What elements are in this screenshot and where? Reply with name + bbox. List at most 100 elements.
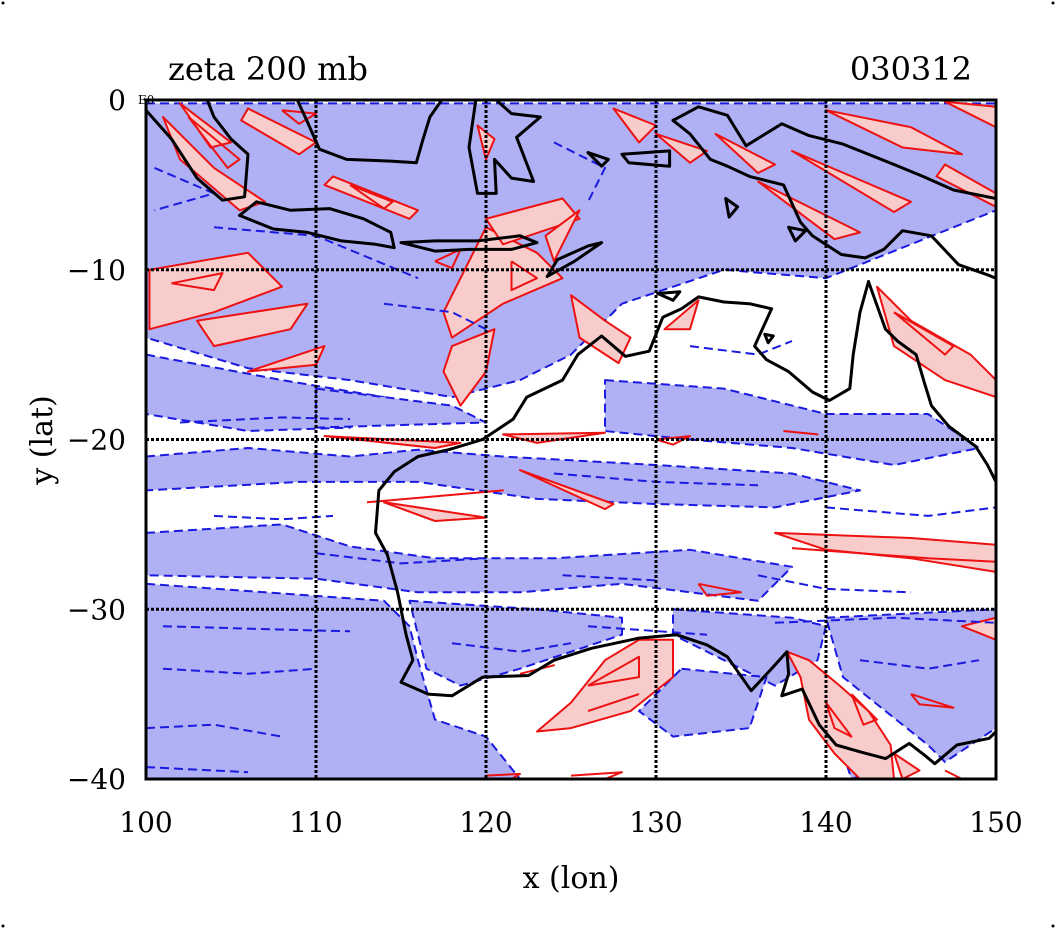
positive-region-15 bbox=[791, 149, 912, 213]
positive-contour-10 bbox=[519, 664, 555, 675]
positive-contour-14 bbox=[485, 772, 521, 779]
positive-contour-6 bbox=[587, 655, 640, 687]
x-tick-label-150: 150 bbox=[969, 806, 1022, 839]
x-tick-label-140: 140 bbox=[799, 806, 852, 839]
corner-mark: E0 bbox=[138, 93, 154, 107]
page-corner-dot-bottom-left bbox=[1, 924, 5, 928]
coastline-borneo bbox=[295, 100, 444, 165]
y-tick-label-0: 0 bbox=[108, 84, 126, 117]
page-corner-dot-top-right bbox=[1051, 1, 1055, 5]
negative-contour-6 bbox=[859, 659, 980, 670]
plot-frame bbox=[144, 98, 998, 781]
positive-region-13 bbox=[714, 132, 776, 174]
negative-region-9 bbox=[638, 667, 768, 738]
negative-vorticity-fill bbox=[146, 102, 996, 779]
negative-contour-14 bbox=[825, 506, 996, 517]
negative-contour-4 bbox=[451, 642, 572, 653]
negative-contour-2 bbox=[162, 625, 351, 633]
coastline-lesser-sundas bbox=[399, 234, 539, 253]
y-tick-label-1: −10 bbox=[67, 254, 126, 287]
positive-region-5 bbox=[442, 226, 564, 339]
positive-region-12 bbox=[655, 132, 708, 164]
positive-region-30 bbox=[893, 752, 921, 779]
coastline-aru bbox=[724, 197, 740, 219]
coastline-australia-east-coast bbox=[867, 280, 996, 484]
x-tick-label-110: 110 bbox=[289, 806, 342, 839]
negative-contour-5 bbox=[774, 616, 996, 624]
negative-region-4 bbox=[146, 447, 861, 509]
negative-region-3 bbox=[604, 379, 980, 466]
x-tick-labels: 100 110 120 130 140 150 bbox=[119, 806, 1022, 839]
negative-contour-7 bbox=[587, 625, 708, 636]
y-tick-labels: 0 −10 −20 −30 −40 bbox=[67, 84, 126, 796]
positive-contour-16 bbox=[697, 582, 742, 597]
negative-region-6 bbox=[146, 582, 521, 779]
negative-contour-16 bbox=[689, 340, 793, 356]
negative-contour-15 bbox=[383, 302, 487, 331]
coastline-new-guinea bbox=[671, 118, 996, 280]
negative-contour-3 bbox=[162, 667, 317, 675]
positive-contour-4 bbox=[893, 311, 955, 356]
x-axis-label: x (lon) bbox=[523, 861, 620, 896]
positive-contour-7 bbox=[825, 701, 853, 738]
positive-contour-5 bbox=[791, 547, 996, 563]
coastline-groote bbox=[763, 332, 775, 345]
positive-region-3 bbox=[240, 107, 317, 156]
positive-contour-15 bbox=[587, 693, 640, 713]
positive-region-26 bbox=[383, 501, 487, 522]
positive-region-7 bbox=[196, 302, 309, 348]
coastline-timor bbox=[545, 241, 604, 278]
coastline-yos-sudarso bbox=[787, 225, 808, 243]
chart-title: zeta 200 mb bbox=[168, 50, 368, 88]
positive-contour-18 bbox=[783, 430, 819, 436]
positive-contour-11 bbox=[910, 693, 955, 709]
negative-contour-11 bbox=[757, 574, 912, 594]
coastline-new-guinea-north bbox=[671, 105, 996, 200]
x-tick-label-100: 100 bbox=[119, 806, 172, 839]
positive-contour-3 bbox=[510, 260, 538, 292]
coastline-sumatra bbox=[146, 100, 250, 202]
positive-region-29 bbox=[785, 650, 895, 779]
negative-contour-12 bbox=[146, 766, 249, 774]
coastline-bathurst-melville bbox=[656, 290, 682, 302]
positive-region-2 bbox=[323, 175, 419, 220]
negative-contour-8 bbox=[146, 723, 283, 738]
grid-lines bbox=[146, 100, 996, 779]
positive-region-21 bbox=[663, 299, 700, 331]
coastline-java bbox=[238, 200, 396, 250]
page-corner-dot-bottom-right bbox=[1051, 924, 1055, 928]
negative-contour-0 bbox=[179, 416, 351, 424]
positive-region-18 bbox=[944, 100, 996, 129]
negative-contour-10 bbox=[315, 552, 487, 565]
coastlines bbox=[146, 100, 996, 779]
positive-contour-8 bbox=[850, 693, 878, 726]
x-tick-label-120: 120 bbox=[459, 806, 512, 839]
negative-region-5 bbox=[146, 523, 793, 602]
coastline-halmahera-buru bbox=[586, 151, 610, 168]
positive-contour-1 bbox=[349, 183, 394, 210]
positive-region-6 bbox=[148, 251, 283, 331]
y-tick-label-4: −40 bbox=[67, 763, 126, 796]
y-tick-label-2: −20 bbox=[67, 424, 126, 457]
negative-contour-19 bbox=[553, 141, 606, 203]
positive-vorticity-contours bbox=[171, 109, 996, 779]
plot-area bbox=[146, 100, 996, 779]
negative-region-10 bbox=[825, 608, 996, 763]
positive-region-8 bbox=[247, 345, 326, 373]
coastline-sulawesi bbox=[467, 100, 542, 195]
positive-contour-0 bbox=[187, 116, 241, 169]
positive-region-25 bbox=[519, 469, 615, 511]
negative-contour-13 bbox=[562, 574, 657, 582]
positive-region-9 bbox=[485, 197, 581, 246]
positive-contour-13 bbox=[570, 771, 623, 779]
coastline-australia bbox=[374, 280, 996, 766]
positive-region-16 bbox=[825, 109, 963, 156]
positive-region-10 bbox=[544, 209, 581, 263]
date-label: 030312 bbox=[850, 50, 972, 88]
x-tick-label-130: 130 bbox=[629, 806, 682, 839]
y-tick-label-3: −30 bbox=[67, 593, 126, 626]
positive-region-19 bbox=[876, 285, 996, 399]
coastline-seram bbox=[620, 149, 672, 168]
positive-contour-2 bbox=[171, 272, 224, 292]
